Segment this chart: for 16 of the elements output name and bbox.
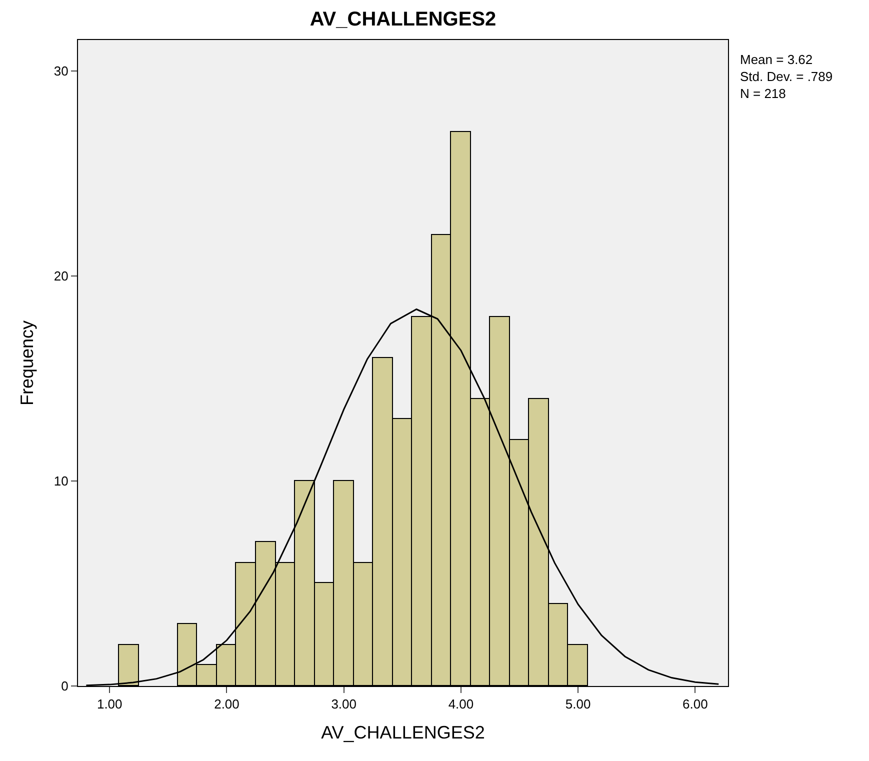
x-axis-title: AV_CHALLENGES2 (321, 722, 485, 743)
text: Std. Dev. = .789 (740, 68, 833, 84)
x-tick-label: 1.00 (96, 696, 122, 712)
text: N = 218 (740, 86, 786, 101)
y-tick-label: 0 (61, 678, 68, 694)
y-tick-label: 10 (54, 473, 68, 488)
x-tick-label: 3.00 (331, 696, 357, 712)
y-axis-title: Frequency (17, 320, 38, 406)
chart-title: AV_CHALLENGES2 (310, 8, 496, 30)
x-tick-label: 4.00 (448, 696, 474, 712)
y-tick-label: 20 (54, 268, 68, 284)
text: Mean = 3.62 (740, 52, 813, 67)
y-tick-label: 30 (54, 63, 68, 78)
x-tick-label: 2.00 (214, 696, 240, 712)
x-tick-label: 6.00 (682, 696, 708, 712)
x-tick-label: 5.00 (565, 696, 591, 712)
